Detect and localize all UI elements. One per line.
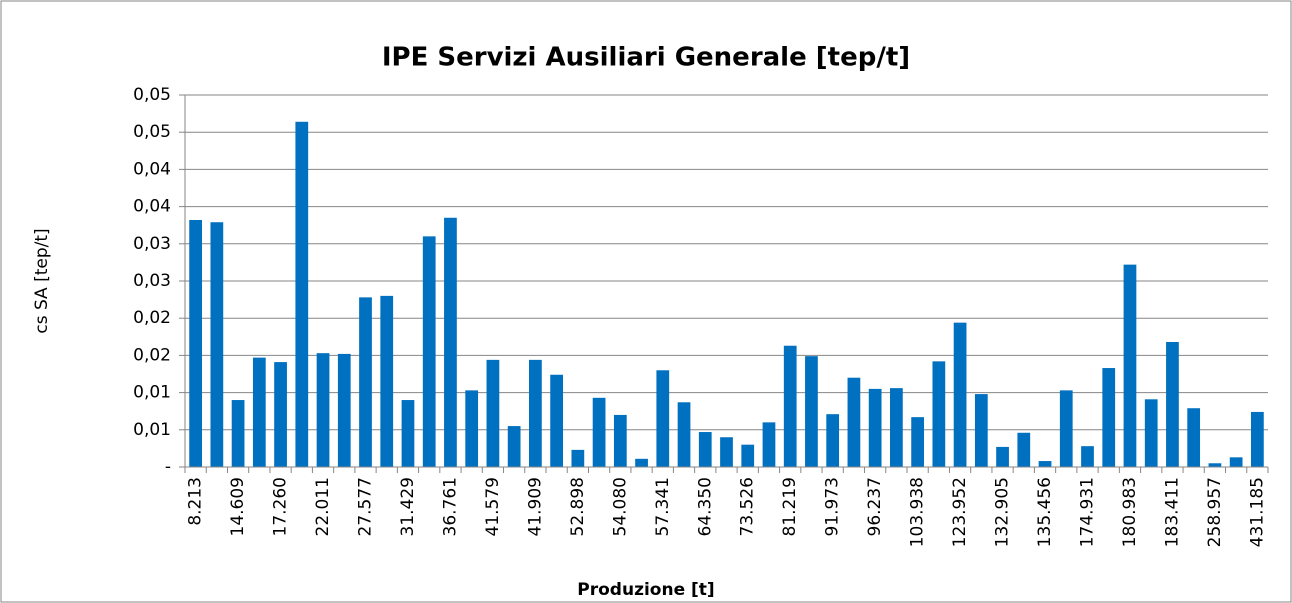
bar [953, 322, 967, 467]
bar [1229, 457, 1243, 467]
x-tick-label: 123.952 [950, 477, 970, 547]
x-tick-label: 258.957 [1205, 477, 1225, 547]
bar [783, 345, 797, 467]
bar [529, 359, 542, 467]
x-tick-label: 180.983 [1120, 477, 1140, 547]
bar [1081, 446, 1094, 467]
x-tick-label: 91.973 [823, 477, 843, 536]
y-tick-label: 0,02 [133, 308, 171, 328]
y-tick-label: 0,03 [133, 234, 171, 254]
bar [805, 356, 818, 467]
bar [1187, 408, 1201, 467]
bar [932, 361, 946, 467]
bar [847, 377, 861, 467]
bar [720, 437, 733, 467]
bar [1123, 264, 1137, 467]
x-tick-label: 54.080 [610, 477, 630, 536]
x-tick-label: 14.609 [228, 477, 248, 536]
bar [635, 458, 648, 467]
bar [507, 426, 521, 467]
bar [486, 359, 500, 467]
x-tick-label: 135.456 [1035, 477, 1055, 547]
bar [1166, 342, 1179, 467]
y-tick-label: 0,01 [133, 420, 171, 440]
bar [656, 370, 670, 467]
x-axis-label: Produzione [t] [577, 580, 714, 600]
bar [422, 236, 436, 467]
bar [868, 388, 882, 467]
chart-title: IPE Servizi Ausiliari Generale [tep/t] [382, 43, 910, 73]
x-tick-label: 96.237 [865, 477, 885, 536]
y-tick-label: 0,05 [133, 85, 171, 105]
bar [1017, 432, 1031, 467]
bar [741, 444, 755, 467]
y-axis-label: cs SA [tep/t] [32, 228, 52, 333]
bar [592, 397, 606, 467]
bar [890, 388, 903, 467]
x-tick-label: 41.579 [483, 477, 503, 536]
y-tick-label: - [165, 457, 171, 477]
bar [465, 390, 479, 467]
y-tick-label: 0,01 [133, 383, 171, 403]
y-tick-label: 0,05 [133, 122, 171, 142]
bar [974, 394, 988, 467]
bar [1144, 399, 1158, 467]
bar [295, 121, 309, 467]
y-tick-label: 0,03 [133, 271, 171, 291]
bar [762, 422, 776, 467]
bar [316, 353, 330, 467]
bar [996, 446, 1009, 467]
x-tick-label: 41.909 [525, 477, 545, 536]
bar [613, 414, 627, 467]
x-tick-label: 81.219 [780, 477, 800, 536]
x-tick-label: 27.577 [356, 477, 376, 536]
bar [1251, 411, 1264, 467]
bar [677, 402, 691, 467]
y-tick-label: 0,04 [133, 197, 171, 217]
bar [1102, 368, 1116, 467]
bar [698, 432, 712, 467]
bar [1038, 461, 1052, 467]
bar [337, 353, 351, 467]
x-tick-label: 132.905 [993, 477, 1013, 547]
x-tick-label: 73.526 [738, 477, 758, 536]
bar [231, 400, 245, 467]
bar [380, 295, 394, 467]
bar [826, 414, 840, 467]
bar [252, 357, 266, 467]
x-tick-label: 57.341 [653, 477, 673, 536]
bar [444, 217, 457, 467]
bar [401, 400, 415, 467]
x-tick-label: 174.931 [1078, 477, 1098, 547]
bar [189, 219, 202, 467]
x-tick-label: 64.350 [695, 477, 715, 536]
y-tick-label: 0,02 [133, 345, 171, 365]
x-tick-label: 183.411 [1162, 477, 1182, 547]
bar [210, 222, 224, 467]
y-tick-label: 0,04 [133, 159, 171, 179]
x-tick-label: 103.938 [908, 477, 928, 547]
bar [1059, 390, 1073, 467]
x-tick-label: 17.260 [271, 477, 291, 536]
bar [274, 362, 287, 467]
bar [359, 297, 372, 467]
x-tick-label: 22.011 [313, 477, 333, 536]
bar [911, 417, 924, 467]
x-tick-label: 52.898 [568, 477, 588, 536]
x-tick-label: 8.213 [186, 477, 206, 526]
x-tick-label: 431.185 [1247, 477, 1267, 547]
bar [550, 374, 563, 467]
x-tick-label: 31.429 [398, 477, 418, 536]
x-tick-label: 36.761 [440, 477, 460, 536]
bar [1208, 463, 1222, 467]
bar [571, 449, 585, 467]
